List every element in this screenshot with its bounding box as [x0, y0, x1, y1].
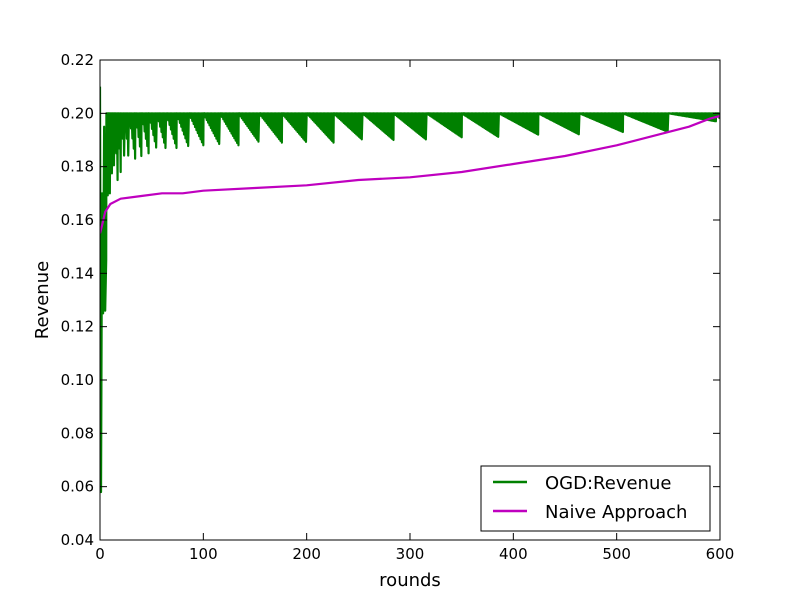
legend-label-naive-approach: Naive Approach	[545, 502, 687, 523]
y-tick-label: 0.16	[61, 211, 94, 229]
y-axis-label: Revenue	[32, 261, 53, 339]
x-tick-label: 300	[396, 545, 425, 563]
x-tick-label: 200	[292, 545, 321, 563]
y-tick-label: 0.04	[61, 531, 94, 549]
x-tick-label: 0	[95, 545, 105, 563]
axes: 0 100 200 300 400 500 600 0.04 0.06 0.08 0.10 0.12 0…	[61, 51, 735, 563]
x-tick-label: 100	[189, 545, 218, 563]
legend-box	[480, 465, 711, 532]
legend: OGD:Revenue Naive Approach	[480, 465, 711, 532]
legend-label-ogd-revenue: OGD:Revenue	[545, 473, 671, 494]
y-tick-label: 0.10	[61, 371, 94, 389]
series-0	[100, 86, 720, 494]
x-tick-label: 500	[602, 545, 631, 563]
y-tick-label: 0.18	[61, 158, 94, 176]
y-tick-label: 0.12	[61, 318, 94, 336]
x-axis-label: rounds	[379, 570, 441, 591]
series-1	[100, 114, 720, 234]
y-tick-label: 0.06	[61, 478, 94, 496]
y-tick-label: 0.14	[61, 264, 94, 282]
y-tick-label: 0.22	[61, 51, 94, 69]
x-tick-label: 400	[499, 545, 528, 563]
series-line-0	[100, 86, 720, 494]
plot-area	[100, 86, 720, 494]
y-tick-label: 0.08	[61, 424, 94, 442]
x-tick-label: 600	[706, 545, 735, 563]
y-tick-label: 0.20	[61, 104, 94, 122]
